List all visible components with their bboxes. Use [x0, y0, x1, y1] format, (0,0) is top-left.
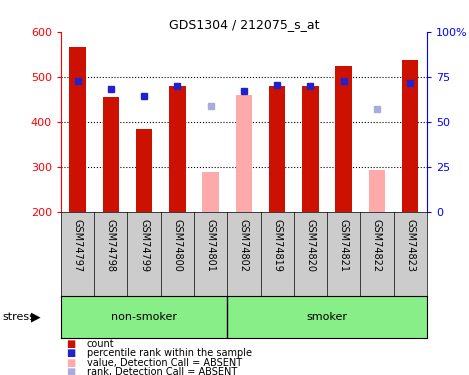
Text: GSM74821: GSM74821: [339, 219, 348, 272]
Bar: [235, 95, 252, 212]
Text: GSM74819: GSM74819: [272, 219, 282, 272]
Text: ■: ■: [66, 358, 75, 368]
Text: smoker: smoker: [307, 312, 348, 322]
Bar: [402, 60, 418, 212]
Bar: [69, 47, 86, 212]
Text: GSM74799: GSM74799: [139, 219, 149, 272]
Bar: [136, 129, 152, 212]
Text: GSM74798: GSM74798: [106, 219, 116, 272]
Text: GSM74801: GSM74801: [205, 219, 216, 272]
Text: ■: ■: [66, 367, 75, 375]
Bar: [302, 86, 319, 212]
Bar: [369, 171, 385, 212]
Text: GSM74797: GSM74797: [73, 219, 83, 272]
Text: percentile rank within the sample: percentile rank within the sample: [87, 348, 252, 358]
Bar: [169, 86, 186, 212]
Title: GDS1304 / 212075_s_at: GDS1304 / 212075_s_at: [169, 18, 319, 31]
Text: GSM74820: GSM74820: [305, 219, 315, 272]
Bar: [202, 172, 219, 212]
Bar: [103, 97, 119, 212]
Text: GSM74802: GSM74802: [239, 219, 249, 272]
Text: GSM74800: GSM74800: [173, 219, 182, 272]
Text: value, Detection Call = ABSENT: value, Detection Call = ABSENT: [87, 358, 242, 368]
Text: ■: ■: [66, 339, 75, 349]
Text: non-smoker: non-smoker: [111, 312, 177, 322]
Bar: [269, 86, 286, 212]
Text: ■: ■: [66, 348, 75, 358]
Bar: [335, 66, 352, 212]
Text: GSM74823: GSM74823: [405, 219, 415, 272]
Text: count: count: [87, 339, 114, 349]
Text: GSM74822: GSM74822: [372, 219, 382, 272]
Text: rank, Detection Call = ABSENT: rank, Detection Call = ABSENT: [87, 367, 237, 375]
Text: stress: stress: [2, 312, 35, 322]
Text: ▶: ▶: [31, 310, 40, 323]
